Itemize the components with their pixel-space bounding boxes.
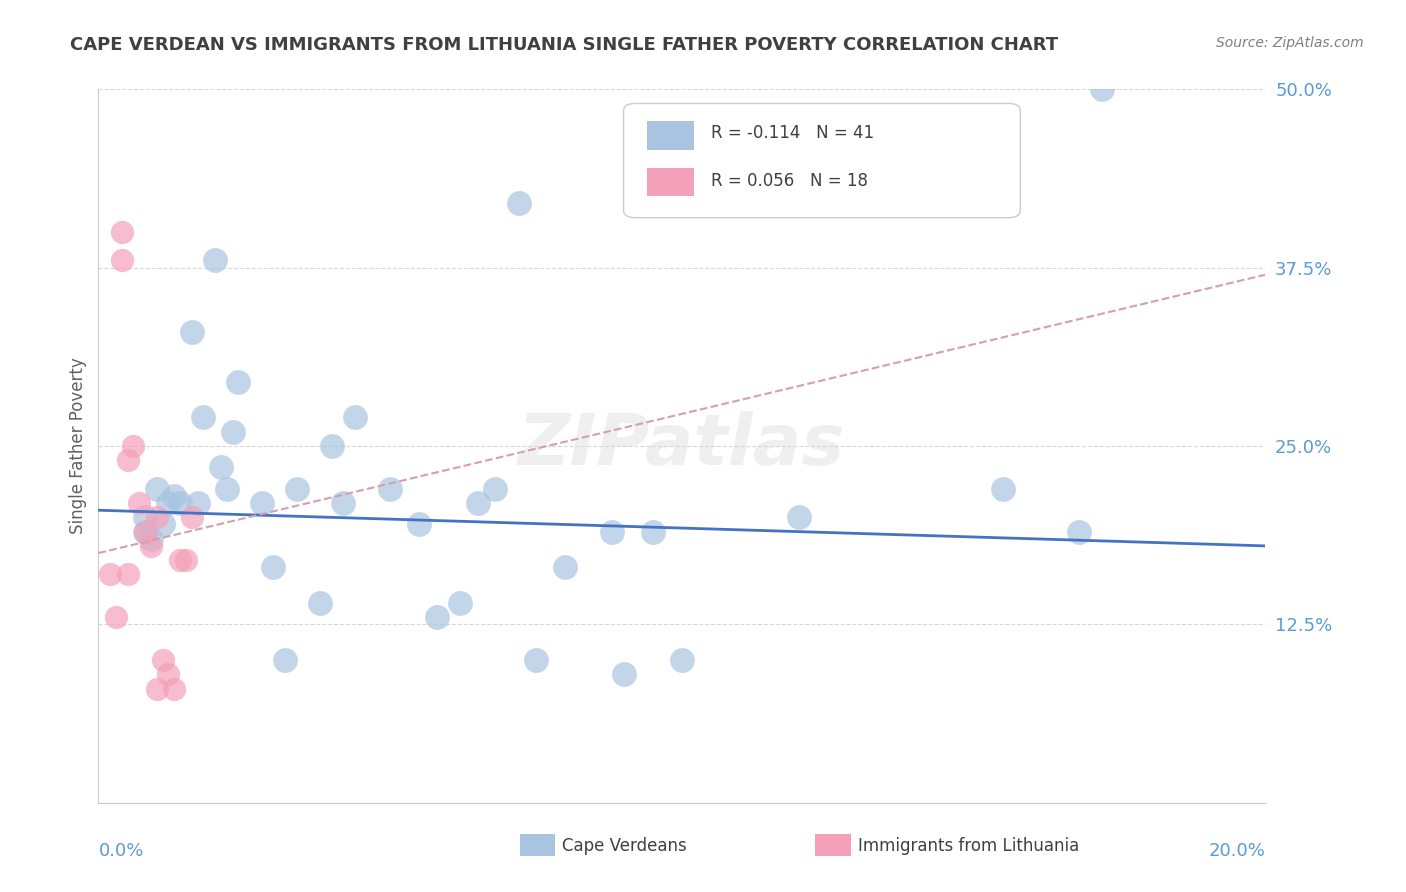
Point <box>484 482 506 496</box>
Point <box>128 496 150 510</box>
Point <box>250 496 273 510</box>
Point <box>467 496 489 510</box>
Point <box>157 667 180 681</box>
Point <box>163 489 186 503</box>
Point <box>139 539 162 553</box>
Text: 0.0%: 0.0% <box>98 842 143 860</box>
Point <box>332 496 354 510</box>
Point <box>209 460 232 475</box>
Point <box>98 567 121 582</box>
Point <box>426 610 449 624</box>
Point <box>221 425 243 439</box>
Text: R = -0.114   N = 41: R = -0.114 N = 41 <box>711 125 875 143</box>
Point <box>1067 524 1090 539</box>
Point <box>187 496 209 510</box>
Point <box>991 482 1014 496</box>
Point <box>152 517 174 532</box>
Point <box>111 253 134 268</box>
Point <box>508 196 530 211</box>
FancyBboxPatch shape <box>624 103 1021 218</box>
Text: ZIPatlas: ZIPatlas <box>519 411 845 481</box>
Point <box>524 653 547 667</box>
Point <box>174 553 197 567</box>
Point <box>285 482 308 496</box>
Point <box>180 325 202 339</box>
Text: Source: ZipAtlas.com: Source: ZipAtlas.com <box>1216 36 1364 50</box>
Point <box>146 510 169 524</box>
Point <box>228 375 250 389</box>
Text: CAPE VERDEAN VS IMMIGRANTS FROM LITHUANIA SINGLE FATHER POVERTY CORRELATION CHAR: CAPE VERDEAN VS IMMIGRANTS FROM LITHUANI… <box>70 36 1059 54</box>
Point <box>378 482 402 496</box>
Point <box>134 524 156 539</box>
Point <box>274 653 297 667</box>
Point <box>204 253 226 268</box>
Point <box>152 653 174 667</box>
Point <box>122 439 145 453</box>
Point <box>104 610 127 624</box>
Point <box>1091 82 1114 96</box>
Point <box>157 496 180 510</box>
Point <box>139 532 162 546</box>
Point <box>554 560 576 574</box>
Point <box>449 596 471 610</box>
Point <box>111 225 134 239</box>
Point <box>169 553 191 567</box>
Point <box>262 560 284 574</box>
Point <box>787 510 810 524</box>
Point <box>600 524 623 539</box>
Point <box>193 410 215 425</box>
Point <box>134 524 156 539</box>
Text: Immigrants from Lithuania: Immigrants from Lithuania <box>858 837 1078 855</box>
Point <box>117 567 139 582</box>
Point <box>641 524 664 539</box>
Point <box>180 510 202 524</box>
Point <box>309 596 332 610</box>
Bar <box>647 168 693 196</box>
Text: Cape Verdeans: Cape Verdeans <box>562 837 688 855</box>
Point <box>671 653 693 667</box>
Y-axis label: Single Father Poverty: Single Father Poverty <box>69 358 87 534</box>
Point <box>146 681 169 696</box>
Point <box>134 510 156 524</box>
Point <box>163 681 186 696</box>
Point <box>215 482 238 496</box>
Text: R = 0.056   N = 18: R = 0.056 N = 18 <box>711 171 868 189</box>
Point <box>344 410 367 425</box>
Point <box>146 482 169 496</box>
Point <box>117 453 139 467</box>
Point <box>408 517 430 532</box>
Bar <box>647 121 693 150</box>
Point <box>169 496 191 510</box>
Point <box>321 439 343 453</box>
Point <box>612 667 634 681</box>
Text: 20.0%: 20.0% <box>1209 842 1265 860</box>
